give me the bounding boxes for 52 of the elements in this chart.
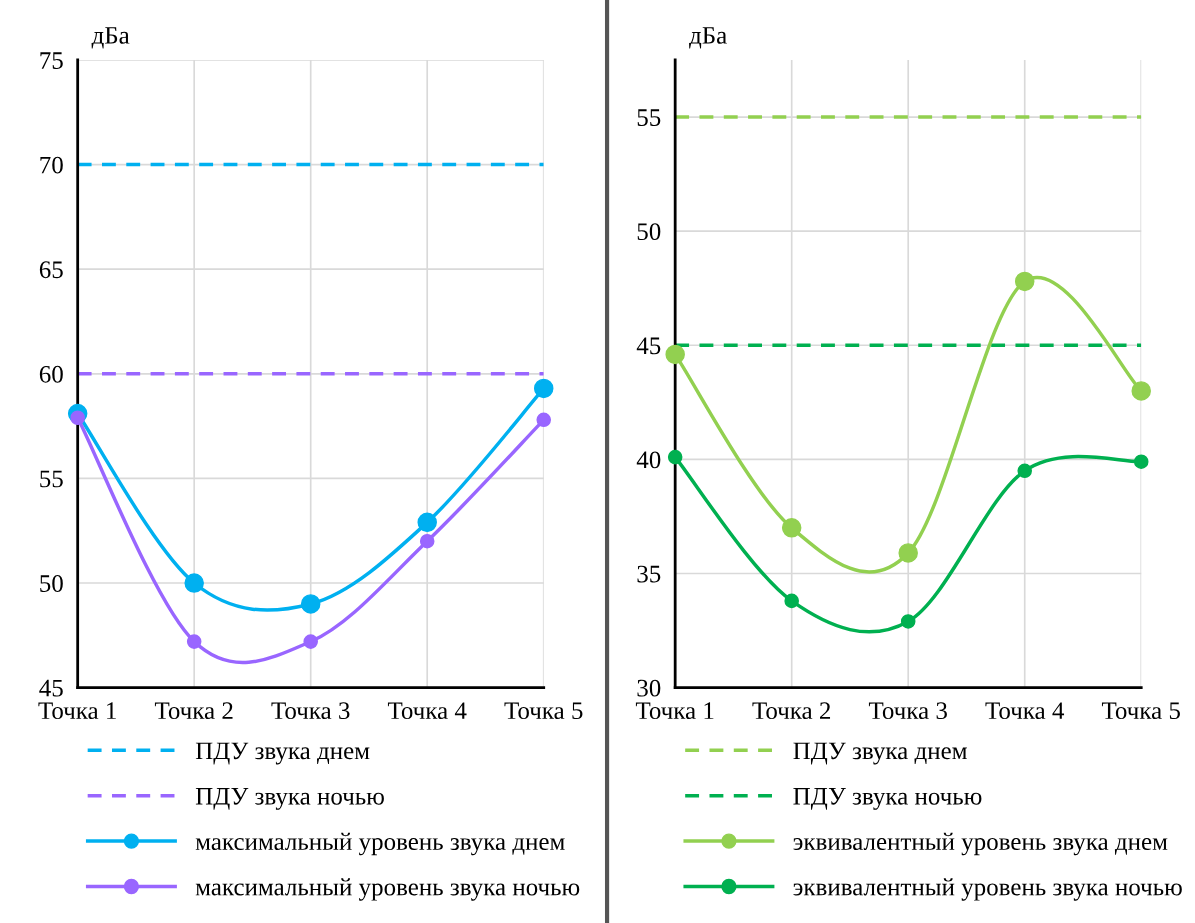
y-tick-label: 50 xyxy=(637,223,661,241)
point xyxy=(186,634,202,649)
x-tick-label: Точка 3 xyxy=(271,702,350,720)
y-tick-label: 45 xyxy=(39,679,63,697)
x-tick-label: Точка 1 xyxy=(635,702,714,720)
point xyxy=(70,410,85,426)
point xyxy=(533,378,554,399)
legend-label: ПДУ звука ночью xyxy=(195,788,384,810)
point xyxy=(781,518,802,538)
y-tick-label: 55 xyxy=(40,470,63,488)
point xyxy=(184,573,204,593)
legend-label: ПДУ звука ночью xyxy=(793,788,982,810)
y-axis-title: дБа xyxy=(689,27,727,49)
y-tick-label: 65 xyxy=(39,261,63,279)
x-tick-label: Точка 2 xyxy=(154,702,233,720)
point xyxy=(900,614,916,629)
point xyxy=(417,512,437,533)
point xyxy=(667,449,683,465)
x-tick-label: Точка 3 xyxy=(868,702,947,720)
x-tick-label: Точка 4 xyxy=(387,702,467,720)
x-tick-label: Точка 4 xyxy=(985,702,1065,720)
point xyxy=(536,412,552,428)
point xyxy=(1014,271,1035,292)
point xyxy=(665,344,685,365)
x-tick-label: Точка 1 xyxy=(38,702,116,720)
y-tick-label: 55 xyxy=(637,109,661,126)
point xyxy=(784,593,799,609)
point xyxy=(303,634,318,649)
y-tick-label: 35 xyxy=(637,565,661,583)
point xyxy=(1133,454,1149,469)
legend-label: ПДУ звука днем xyxy=(793,742,967,765)
point xyxy=(1017,463,1032,479)
x-tick-label: Точка 2 xyxy=(752,702,831,720)
legend-label: эквивалентный уровень звука ночью xyxy=(793,878,1182,901)
point xyxy=(898,543,918,563)
y-tick-label: 45 xyxy=(636,337,661,355)
y-tick-label: 70 xyxy=(40,156,63,174)
legend-label: максимальный уровень звука днем xyxy=(195,832,565,856)
point xyxy=(300,594,321,614)
point xyxy=(1131,381,1151,401)
legend-label: ПДУ звука днем xyxy=(195,742,370,765)
x-tick-label: Точка 5 xyxy=(1101,702,1180,720)
y-axis-title: дБа xyxy=(91,27,130,49)
x-tick-label: Точка 5 xyxy=(504,702,583,720)
legend-label: эквивалентный уровень звука днем xyxy=(793,832,1168,856)
legend-label: максимальный уровень звука ночью xyxy=(195,878,580,901)
y-tick-label: 60 xyxy=(39,365,63,383)
y-tick-label: 30 xyxy=(637,679,661,697)
point xyxy=(419,533,435,549)
y-tick-label: 75 xyxy=(40,52,63,69)
y-tick-label: 50 xyxy=(40,575,63,592)
y-tick-label: 40 xyxy=(636,451,661,469)
